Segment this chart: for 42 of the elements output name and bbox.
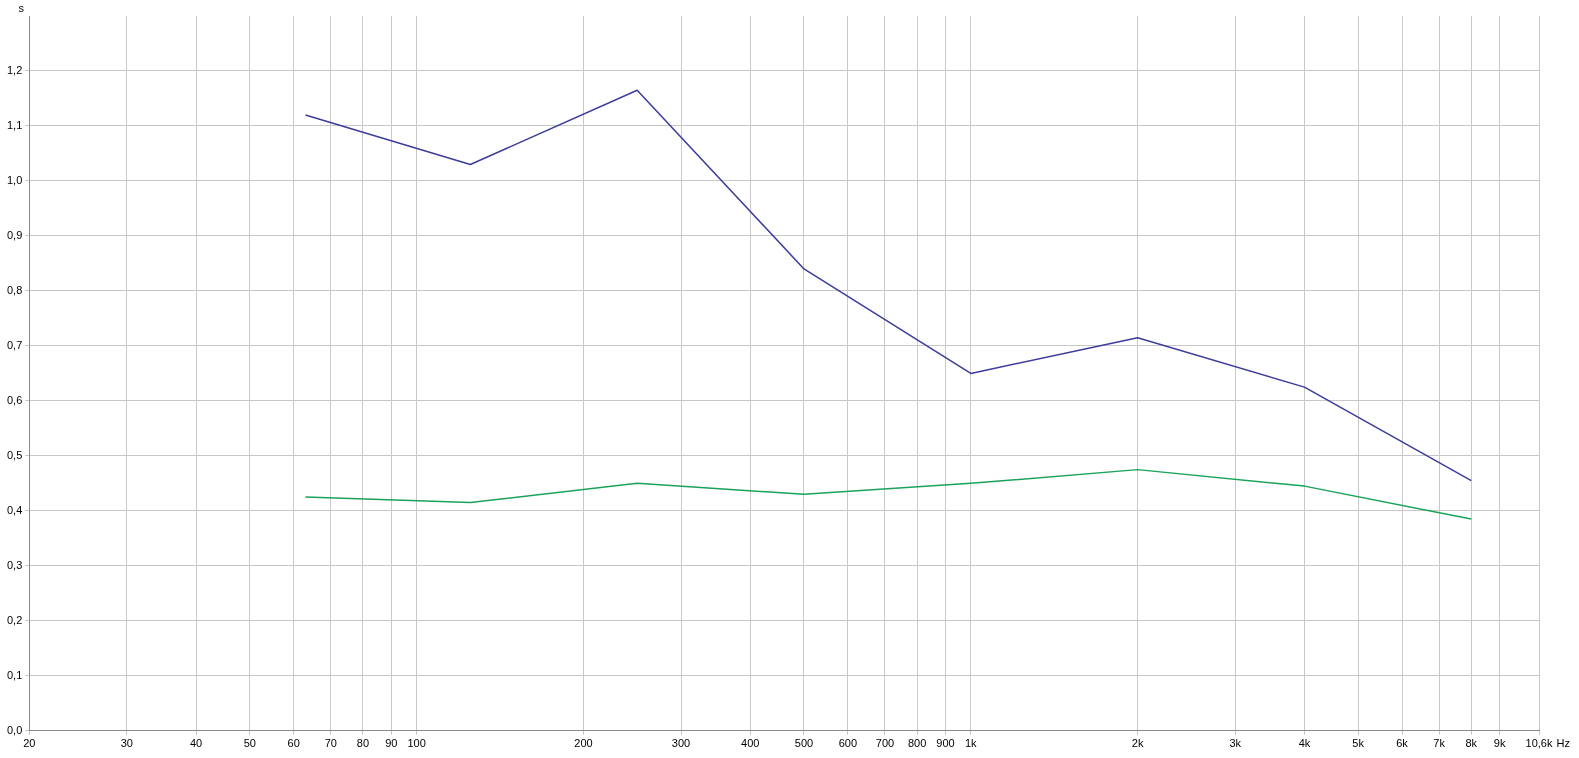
x-tick-label: 300 xyxy=(671,737,691,750)
y-tick-label: 1,2 xyxy=(6,64,23,77)
x-tick-label: 50 xyxy=(243,737,256,750)
x-tick-label: 20 xyxy=(23,737,36,750)
x-tick-label: 9k xyxy=(1493,737,1506,750)
x-tick-label: 1k xyxy=(965,737,978,750)
x-tick-label: 5k xyxy=(1352,737,1365,750)
y-tick-label: 0,1 xyxy=(6,668,23,681)
x-tick-label: 80 xyxy=(356,737,370,750)
y-tick-label: 1,0 xyxy=(6,173,23,186)
x-tick-label: 200 xyxy=(574,737,593,750)
y-tick-label: 0,5 xyxy=(6,448,23,461)
x-tick-label: 60 xyxy=(287,737,300,750)
y-tick-label: 0,0 xyxy=(6,723,23,736)
x-tick-label: 700 xyxy=(875,737,895,750)
x-axis-title: Hz xyxy=(1556,737,1570,750)
x-tick-label: 900 xyxy=(936,737,955,750)
x-tick-label: 7k xyxy=(1433,737,1446,750)
x-tick-label: 3k xyxy=(1229,737,1242,750)
y-tick-label: 0,4 xyxy=(6,503,23,516)
y-tick-label: 0,6 xyxy=(6,393,23,406)
y-tick-label: 0,2 xyxy=(6,613,23,626)
y-tick-label: 0,9 xyxy=(6,228,23,241)
x-tick-label: 400 xyxy=(741,737,760,750)
x-tick-label: 500 xyxy=(794,737,814,750)
x-tick-label: 70 xyxy=(324,737,337,750)
y-tick-label: 0,8 xyxy=(6,283,23,296)
x-tick-label: 30 xyxy=(120,737,133,750)
x-tick-label: 100 xyxy=(407,737,426,750)
x-tick-label: 6k xyxy=(1396,737,1409,750)
x-tick-label: 8k xyxy=(1465,737,1478,750)
x-tick-label: 4k xyxy=(1298,737,1311,750)
y-tick-label: 0,3 xyxy=(6,558,23,571)
y-axis-title: s xyxy=(18,1,25,14)
x-tick-label: 40 xyxy=(189,737,203,750)
x-tick-label: 90 xyxy=(385,737,398,750)
y-tick-label: 0,7 xyxy=(6,338,23,351)
x-tick-label: 800 xyxy=(907,737,927,750)
x-tick-label: 600 xyxy=(838,737,858,750)
y-tick-label: 1,1 xyxy=(6,119,23,131)
x-tick-label: 10,6k xyxy=(1525,737,1553,750)
x-tick-label: 2k xyxy=(1131,737,1144,750)
